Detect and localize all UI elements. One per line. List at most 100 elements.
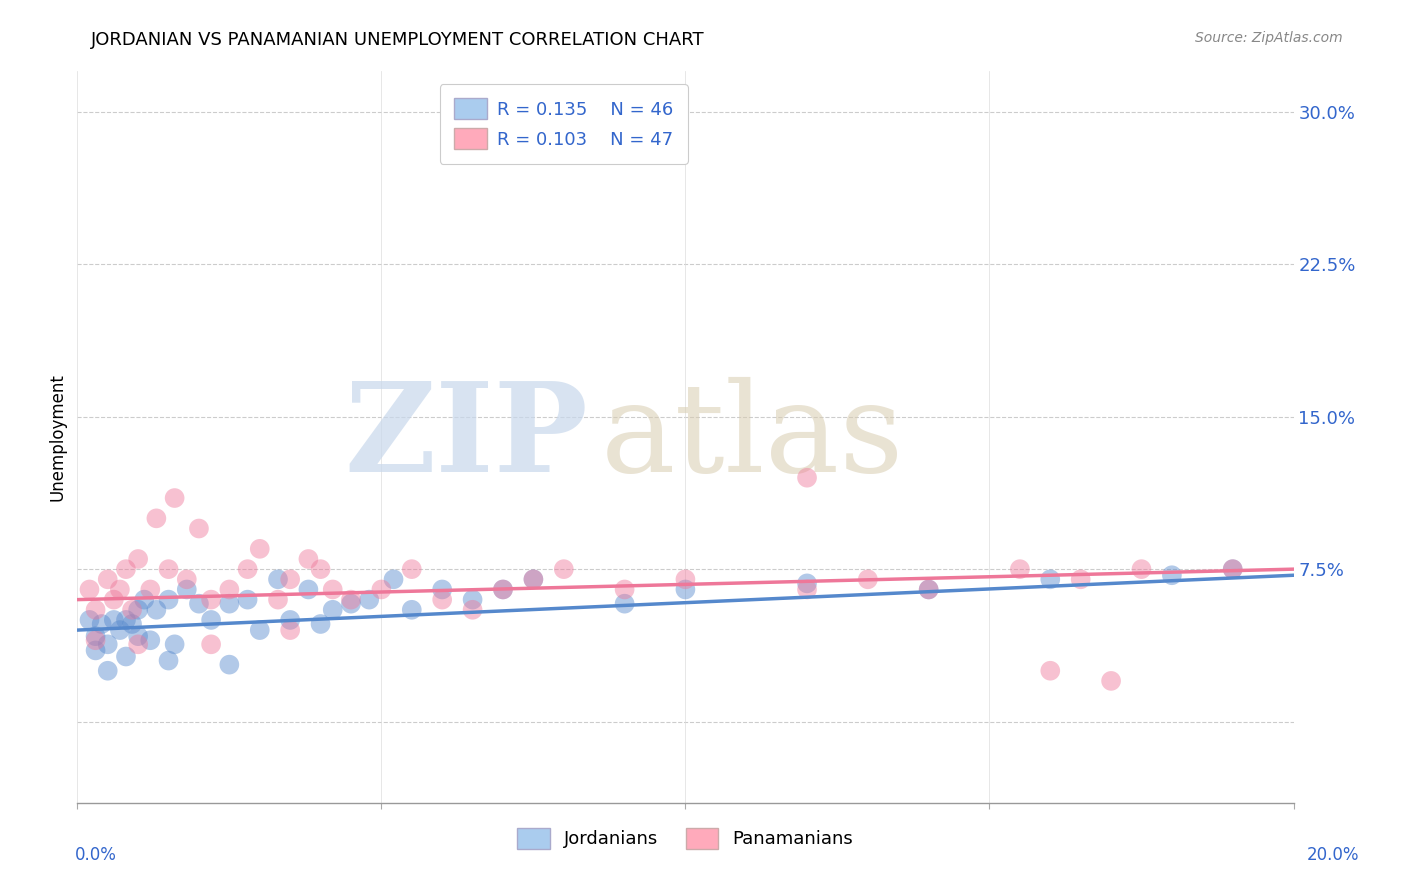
Point — [675, 582, 697, 597]
Point — [84, 603, 107, 617]
Point — [139, 633, 162, 648]
Point — [79, 582, 101, 597]
Point — [461, 592, 484, 607]
Point — [359, 592, 381, 607]
Point — [79, 613, 101, 627]
Point — [297, 552, 319, 566]
Point — [1070, 572, 1092, 586]
Point — [157, 592, 180, 607]
Point — [127, 629, 149, 643]
Point — [1222, 562, 1244, 576]
Point — [139, 582, 162, 597]
Point — [115, 613, 138, 627]
Point — [553, 562, 575, 576]
Point — [127, 603, 149, 617]
Point — [492, 582, 515, 597]
Text: ZIP: ZIP — [344, 376, 588, 498]
Point — [309, 617, 332, 632]
Text: 0.0%: 0.0% — [75, 846, 117, 863]
Text: 20.0%: 20.0% — [1306, 846, 1360, 863]
Point — [340, 592, 363, 607]
Point — [1222, 562, 1244, 576]
Point — [97, 664, 120, 678]
Point — [918, 582, 941, 597]
Point — [267, 572, 290, 586]
Point — [278, 613, 301, 627]
Point — [1039, 572, 1062, 586]
Point — [796, 576, 818, 591]
Point — [145, 603, 167, 617]
Point — [103, 592, 125, 607]
Point — [340, 597, 363, 611]
Point — [84, 629, 107, 643]
Point — [613, 582, 636, 597]
Point — [522, 572, 544, 586]
Text: atlas: atlas — [600, 376, 904, 498]
Point — [461, 603, 484, 617]
Point — [430, 582, 453, 597]
Point — [103, 613, 125, 627]
Point — [84, 633, 107, 648]
Point — [218, 597, 240, 611]
Point — [115, 562, 138, 576]
Point — [297, 582, 319, 597]
Point — [1130, 562, 1153, 576]
Point — [856, 572, 879, 586]
Point — [108, 582, 131, 597]
Point — [401, 603, 423, 617]
Point — [249, 541, 271, 556]
Point — [401, 562, 423, 576]
Point — [370, 582, 392, 597]
Point — [236, 592, 259, 607]
Point — [121, 617, 143, 632]
Point — [163, 491, 186, 505]
Point — [278, 623, 301, 637]
Point — [1008, 562, 1031, 576]
Point — [200, 637, 222, 651]
Point — [188, 597, 211, 611]
Point — [90, 617, 112, 632]
Point — [188, 521, 211, 535]
Point — [1039, 664, 1062, 678]
Point — [84, 643, 107, 657]
Point — [236, 562, 259, 576]
Y-axis label: Unemployment: Unemployment — [48, 373, 66, 501]
Point — [97, 572, 120, 586]
Point — [382, 572, 405, 586]
Point — [613, 597, 636, 611]
Point — [157, 654, 180, 668]
Point — [430, 592, 453, 607]
Point — [918, 582, 941, 597]
Point — [176, 572, 198, 586]
Point — [218, 582, 240, 597]
Point — [176, 582, 198, 597]
Point — [322, 603, 344, 617]
Point — [267, 592, 290, 607]
Point — [157, 562, 180, 576]
Legend: Jordanians, Panamanians: Jordanians, Panamanians — [510, 821, 860, 856]
Point — [492, 582, 515, 597]
Point — [796, 582, 818, 597]
Point — [309, 562, 332, 576]
Point — [134, 592, 156, 607]
Text: Source: ZipAtlas.com: Source: ZipAtlas.com — [1195, 31, 1343, 45]
Point — [522, 572, 544, 586]
Point — [796, 471, 818, 485]
Point — [249, 623, 271, 637]
Text: JORDANIAN VS PANAMANIAN UNEMPLOYMENT CORRELATION CHART: JORDANIAN VS PANAMANIAN UNEMPLOYMENT COR… — [91, 31, 704, 49]
Point — [163, 637, 186, 651]
Point — [278, 572, 301, 586]
Point — [108, 623, 131, 637]
Point — [97, 637, 120, 651]
Point — [145, 511, 167, 525]
Point — [675, 572, 697, 586]
Point — [127, 552, 149, 566]
Point — [115, 649, 138, 664]
Point — [1161, 568, 1184, 582]
Point — [200, 592, 222, 607]
Point — [1099, 673, 1122, 688]
Point — [200, 613, 222, 627]
Point — [127, 637, 149, 651]
Point — [121, 603, 143, 617]
Point — [322, 582, 344, 597]
